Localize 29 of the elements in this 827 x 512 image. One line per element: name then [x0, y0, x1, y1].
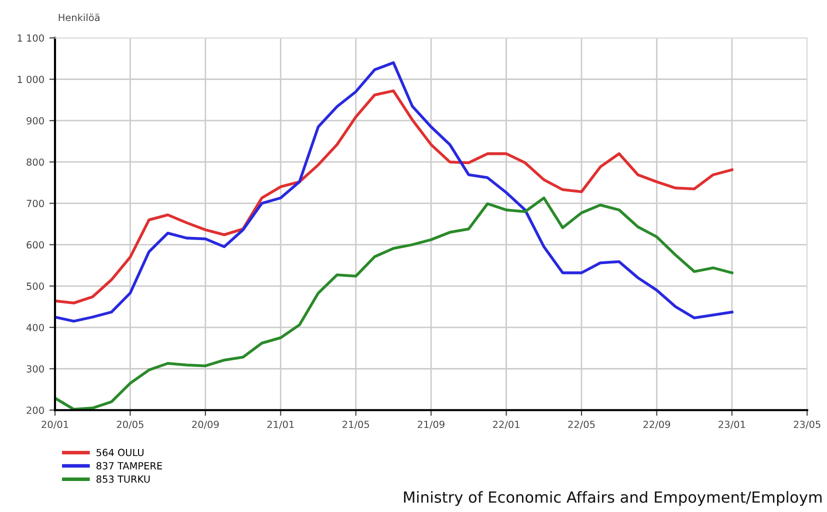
x-tick-label: 20/09: [192, 420, 219, 429]
y-tick-label: 400: [26, 324, 44, 332]
legend-label: 853 TURKU: [96, 475, 150, 483]
x-tick-label: 22/01: [492, 420, 520, 429]
line-series: [54, 61, 734, 323]
y-tick-label: 300: [26, 365, 44, 373]
x-tick-label: 21/05: [342, 420, 370, 429]
y-tick-label: 1 100: [18, 34, 44, 42]
y-tick-label: 200: [26, 406, 44, 414]
legend-label: 564 OULU: [96, 448, 144, 456]
line-series: [54, 196, 734, 410]
y-tick-label: 800: [26, 158, 44, 166]
x-tick-label: 21/01: [267, 420, 294, 429]
text: Ministry of Economic Affairs and Empoyment/Employm: [404, 491, 822, 506]
x-tick-label: 22/05: [568, 420, 595, 429]
y-tick-label: 600: [26, 241, 44, 249]
x-tick-label: 20/01: [42, 420, 68, 429]
legend-label: 837 TAMPERE: [96, 462, 162, 470]
y-tick-label: 500: [26, 282, 44, 290]
x-tick-label: 20/05: [116, 420, 144, 429]
x-tick-label: 23/05: [794, 420, 820, 429]
y-tick-label: 700: [26, 200, 44, 208]
y-tick-label: 900: [26, 117, 44, 124]
line-series: [54, 89, 734, 304]
y-axis-title: Henkilöä: [58, 14, 100, 22]
x-tick-label: 22/09: [643, 420, 670, 429]
y-tick-label: 1 000: [18, 76, 44, 84]
x-tick-label: 21/09: [418, 420, 444, 429]
x-tick-label: 23/01: [718, 420, 746, 429]
